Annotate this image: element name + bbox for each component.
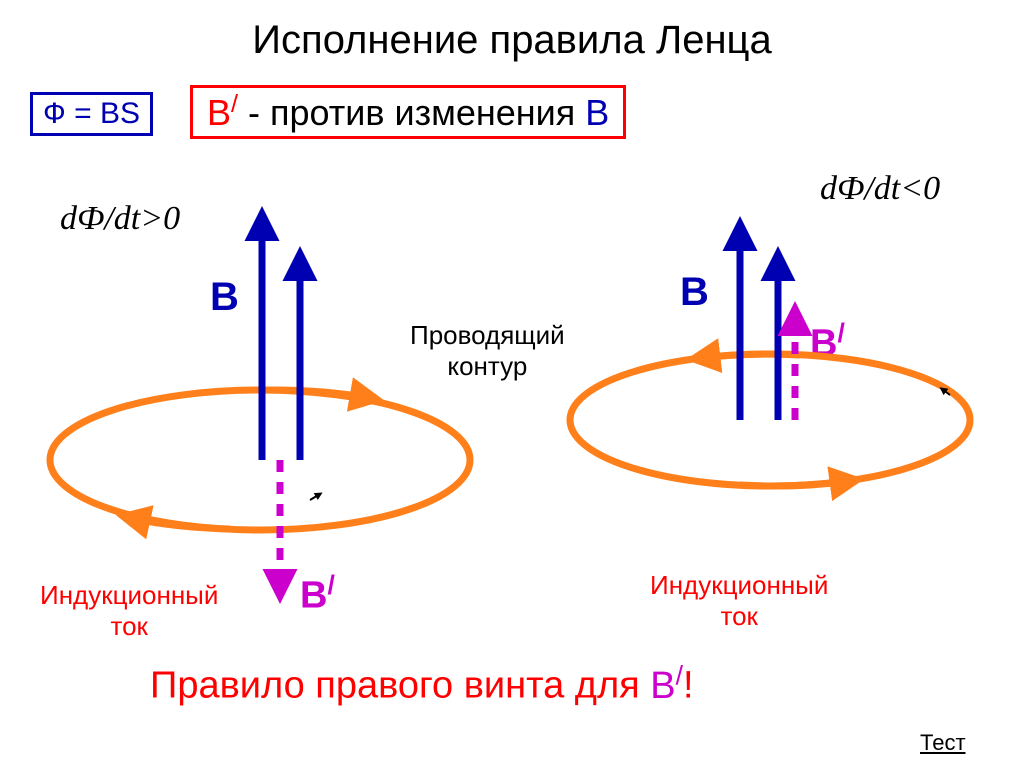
rule-b: B bbox=[585, 92, 609, 133]
center-circuit-label: Проводящий контур bbox=[410, 320, 565, 382]
left-flux-label: dФ/dt>0 bbox=[60, 200, 180, 238]
left-b-arrows bbox=[262, 220, 300, 460]
phi-formula-box: Ф = BS bbox=[30, 92, 153, 136]
rule-b-prime: B/ bbox=[207, 92, 238, 133]
right-loop bbox=[570, 354, 970, 486]
left-induction-label: Индукционный ток bbox=[40, 580, 218, 642]
right-b-label: B bbox=[680, 270, 709, 315]
bottom-rule-text: Правило правого винта для B/! bbox=[150, 660, 694, 708]
phi-formula-text: Ф = BS bbox=[43, 97, 140, 130]
right-induction-label: Индукционный ток bbox=[650, 570, 828, 632]
left-loop bbox=[50, 390, 470, 530]
page-title: Исполнение правила Ленца bbox=[0, 18, 1024, 63]
right-b-arrows bbox=[740, 230, 778, 420]
test-link[interactable]: Тест bbox=[920, 730, 966, 756]
rule-mid-text: - против изменения bbox=[248, 92, 585, 133]
right-flux-label: dФ/dt<0 bbox=[820, 170, 940, 208]
left-b-label: B bbox=[210, 275, 239, 320]
right-bprime-label: B/ bbox=[810, 318, 845, 366]
rule-box: B/ - против изменения B bbox=[190, 85, 626, 139]
left-bprime-label: B/ bbox=[300, 570, 335, 618]
